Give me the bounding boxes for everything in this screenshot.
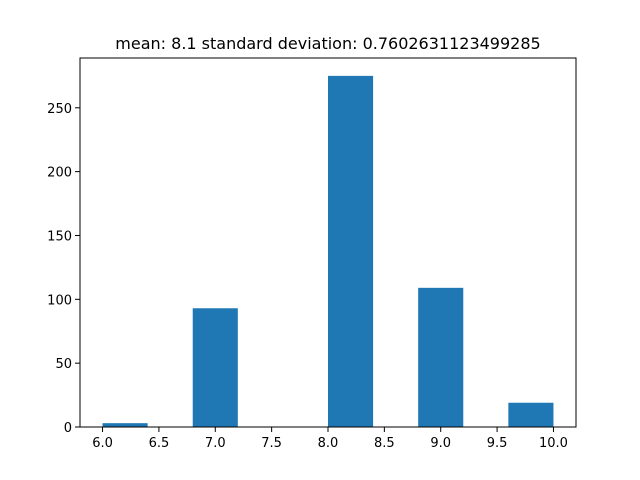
histogram-bar [192, 308, 238, 427]
x-tick-label: 7.0 [205, 436, 226, 451]
x-tick-label: 9.5 [487, 436, 508, 451]
x-tick-label: 9.0 [430, 436, 451, 451]
histogram-bar [328, 75, 374, 428]
y-tick-label: 150 [47, 229, 72, 244]
x-tick-label: 10.0 [539, 436, 568, 451]
chart-title: mean: 8.1 standard deviation: 0.76026311… [115, 34, 540, 53]
y-tick-label: 50 [55, 357, 72, 372]
x-tick-label: 6.0 [92, 436, 113, 451]
histogram-bar [418, 287, 464, 427]
x-tick-label: 8.5 [374, 436, 395, 451]
y-tick-label: 250 [47, 102, 72, 117]
y-tick-label: 200 [47, 166, 72, 181]
x-tick-label: 7.5 [261, 436, 282, 451]
plot-area: 6.0 6.5 7.0 7.5 8.0 8.5 9.0 9.5 10.0 0 50 100 150 200… [47, 57, 577, 451]
y-tick-label: 100 [47, 293, 72, 308]
histogram-bar [508, 402, 554, 427]
y-tick-label: 0 [64, 421, 72, 436]
histogram-bar [102, 423, 148, 427]
x-tick-label: 6.5 [149, 436, 170, 451]
x-tick-label: 8.0 [318, 436, 339, 451]
